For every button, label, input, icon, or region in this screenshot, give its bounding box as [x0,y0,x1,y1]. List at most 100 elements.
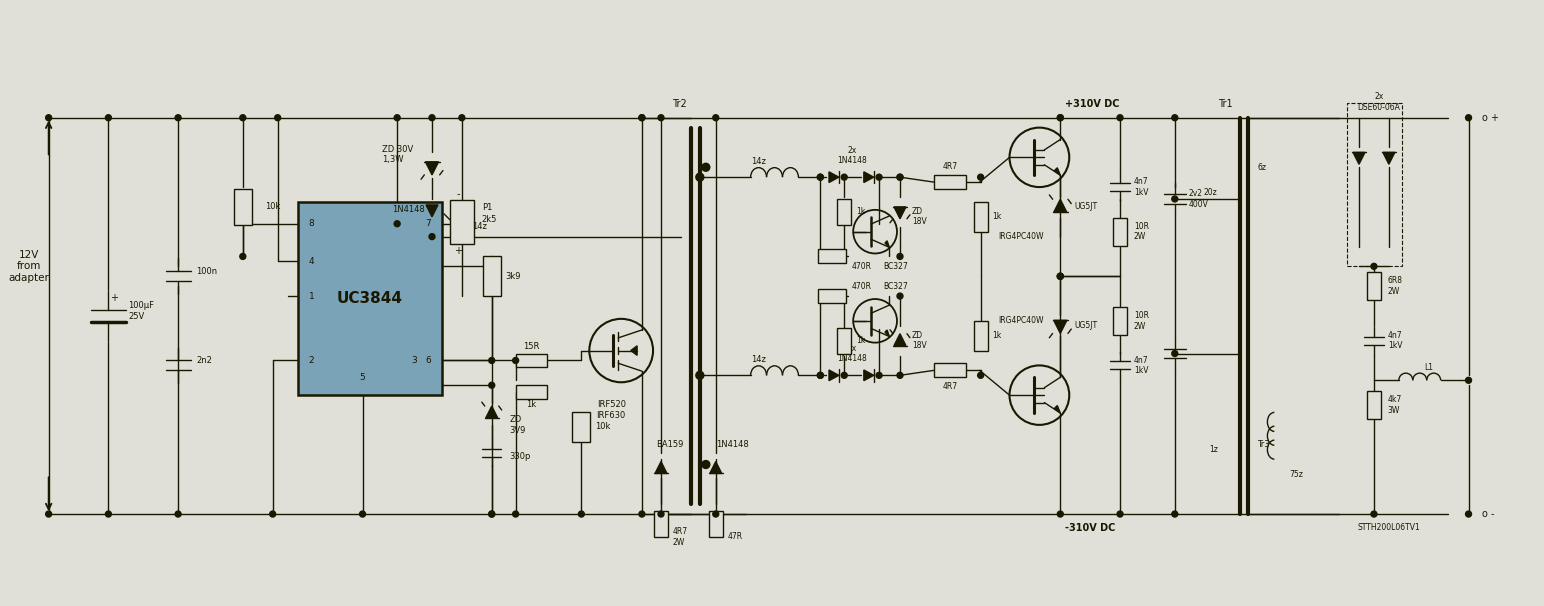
Text: ZD
18V: ZD 18V [913,331,926,350]
Text: 1k: 1k [993,212,1002,221]
Circle shape [897,293,903,299]
Circle shape [1058,115,1064,121]
Text: 15R: 15R [523,342,540,351]
Polygon shape [655,462,667,473]
Text: 1k: 1k [993,331,1002,340]
Circle shape [1058,511,1064,517]
Text: 8: 8 [309,219,315,228]
Bar [1366,272,1380,300]
Circle shape [429,115,435,121]
Circle shape [270,511,276,517]
Circle shape [513,358,519,364]
Text: 4n7
1kV: 4n7 1kV [1133,356,1149,375]
Text: 4n7
1kV: 4n7 1kV [1388,331,1402,350]
Circle shape [513,511,519,517]
Bar [934,175,965,189]
Circle shape [658,511,664,517]
Bar [837,328,851,353]
Bar [934,364,965,378]
Circle shape [1465,115,1471,121]
Polygon shape [885,330,889,336]
Text: 470R: 470R [851,282,871,291]
Circle shape [1465,511,1471,517]
Text: 20z: 20z [1204,187,1218,196]
Circle shape [696,371,704,379]
Circle shape [105,511,111,517]
Circle shape [489,511,494,517]
Circle shape [394,221,400,227]
Polygon shape [426,162,438,175]
Text: 10R
2W: 10R 2W [1133,222,1149,241]
Text: Tr2: Tr2 [672,99,687,109]
Text: IRG4PC40W: IRG4PC40W [999,232,1044,241]
Circle shape [46,511,51,517]
Text: 1: 1 [309,291,315,301]
Text: IRF520
IRF630: IRF520 IRF630 [596,401,625,420]
Text: BA159: BA159 [656,440,684,449]
Circle shape [239,253,245,259]
Circle shape [817,372,823,378]
Polygon shape [1055,405,1061,413]
Text: STTH200L06TV1: STTH200L06TV1 [1357,524,1420,533]
Circle shape [977,372,984,378]
Circle shape [1172,196,1178,202]
Bar [818,250,846,264]
Circle shape [703,163,710,171]
Polygon shape [426,205,438,217]
Circle shape [841,174,848,180]
Polygon shape [863,370,874,381]
Bar [233,189,252,225]
Circle shape [275,115,281,121]
Text: 4R7: 4R7 [942,382,957,391]
Polygon shape [894,207,906,219]
Circle shape [1172,350,1178,356]
Bar [573,412,590,442]
Circle shape [1058,115,1064,121]
Circle shape [977,174,984,180]
Bar [516,385,548,399]
Circle shape [174,115,181,121]
Text: 2x
1N4148: 2x 1N4148 [837,145,868,165]
Circle shape [489,511,494,517]
Circle shape [174,511,181,517]
Text: 10k: 10k [596,422,611,431]
Circle shape [1371,511,1377,517]
Text: 330p: 330p [510,452,531,461]
Text: 1z: 1z [1209,445,1218,454]
FancyBboxPatch shape [298,202,442,395]
Polygon shape [894,334,906,345]
Bar [974,321,988,350]
Text: 2: 2 [309,356,315,365]
Text: 10R
2W: 10R 2W [1133,311,1149,330]
Circle shape [489,382,494,388]
Circle shape [639,115,645,121]
Text: L1: L1 [1424,363,1433,372]
Text: 47R: 47R [727,532,743,541]
Polygon shape [631,346,638,355]
Circle shape [897,253,903,259]
Text: UG5JT: UG5JT [1075,321,1098,330]
Circle shape [360,511,366,517]
Circle shape [1058,273,1064,279]
Polygon shape [829,370,838,381]
Text: 6z: 6z [1257,163,1266,171]
Text: 4k7
3W: 4k7 3W [1388,395,1402,415]
Circle shape [429,234,435,239]
Polygon shape [1353,152,1365,164]
Circle shape [658,115,664,121]
Circle shape [841,372,848,378]
Polygon shape [1055,168,1061,175]
Circle shape [696,173,704,181]
Text: o -: o - [1482,509,1495,519]
Polygon shape [1053,199,1067,212]
Polygon shape [829,172,838,182]
Bar [655,511,669,537]
Circle shape [897,372,903,378]
Text: 1k: 1k [527,399,537,408]
Circle shape [579,511,584,517]
Text: ZD 30V
1,3W: ZD 30V 1,3W [383,145,414,164]
Circle shape [239,115,245,121]
Circle shape [489,358,494,364]
Text: 4n7
1kV: 4n7 1kV [1133,178,1149,197]
Circle shape [817,372,823,378]
